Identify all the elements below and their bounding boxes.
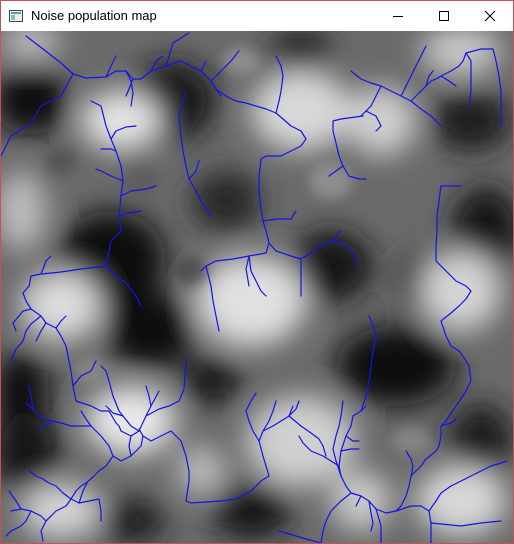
title-bar[interactable]: Noise population map bbox=[1, 1, 513, 31]
close-icon bbox=[484, 10, 496, 22]
maximize-icon bbox=[438, 10, 450, 22]
window-app-icon bbox=[9, 9, 23, 21]
maximize-button[interactable] bbox=[421, 1, 467, 31]
map-canvas[interactable] bbox=[1, 31, 513, 543]
window-title: Noise population map bbox=[31, 8, 157, 23]
close-button[interactable] bbox=[467, 1, 513, 31]
minimize-icon bbox=[392, 10, 404, 22]
terrain-noise bbox=[1, 31, 513, 543]
minimize-button[interactable] bbox=[375, 1, 421, 31]
